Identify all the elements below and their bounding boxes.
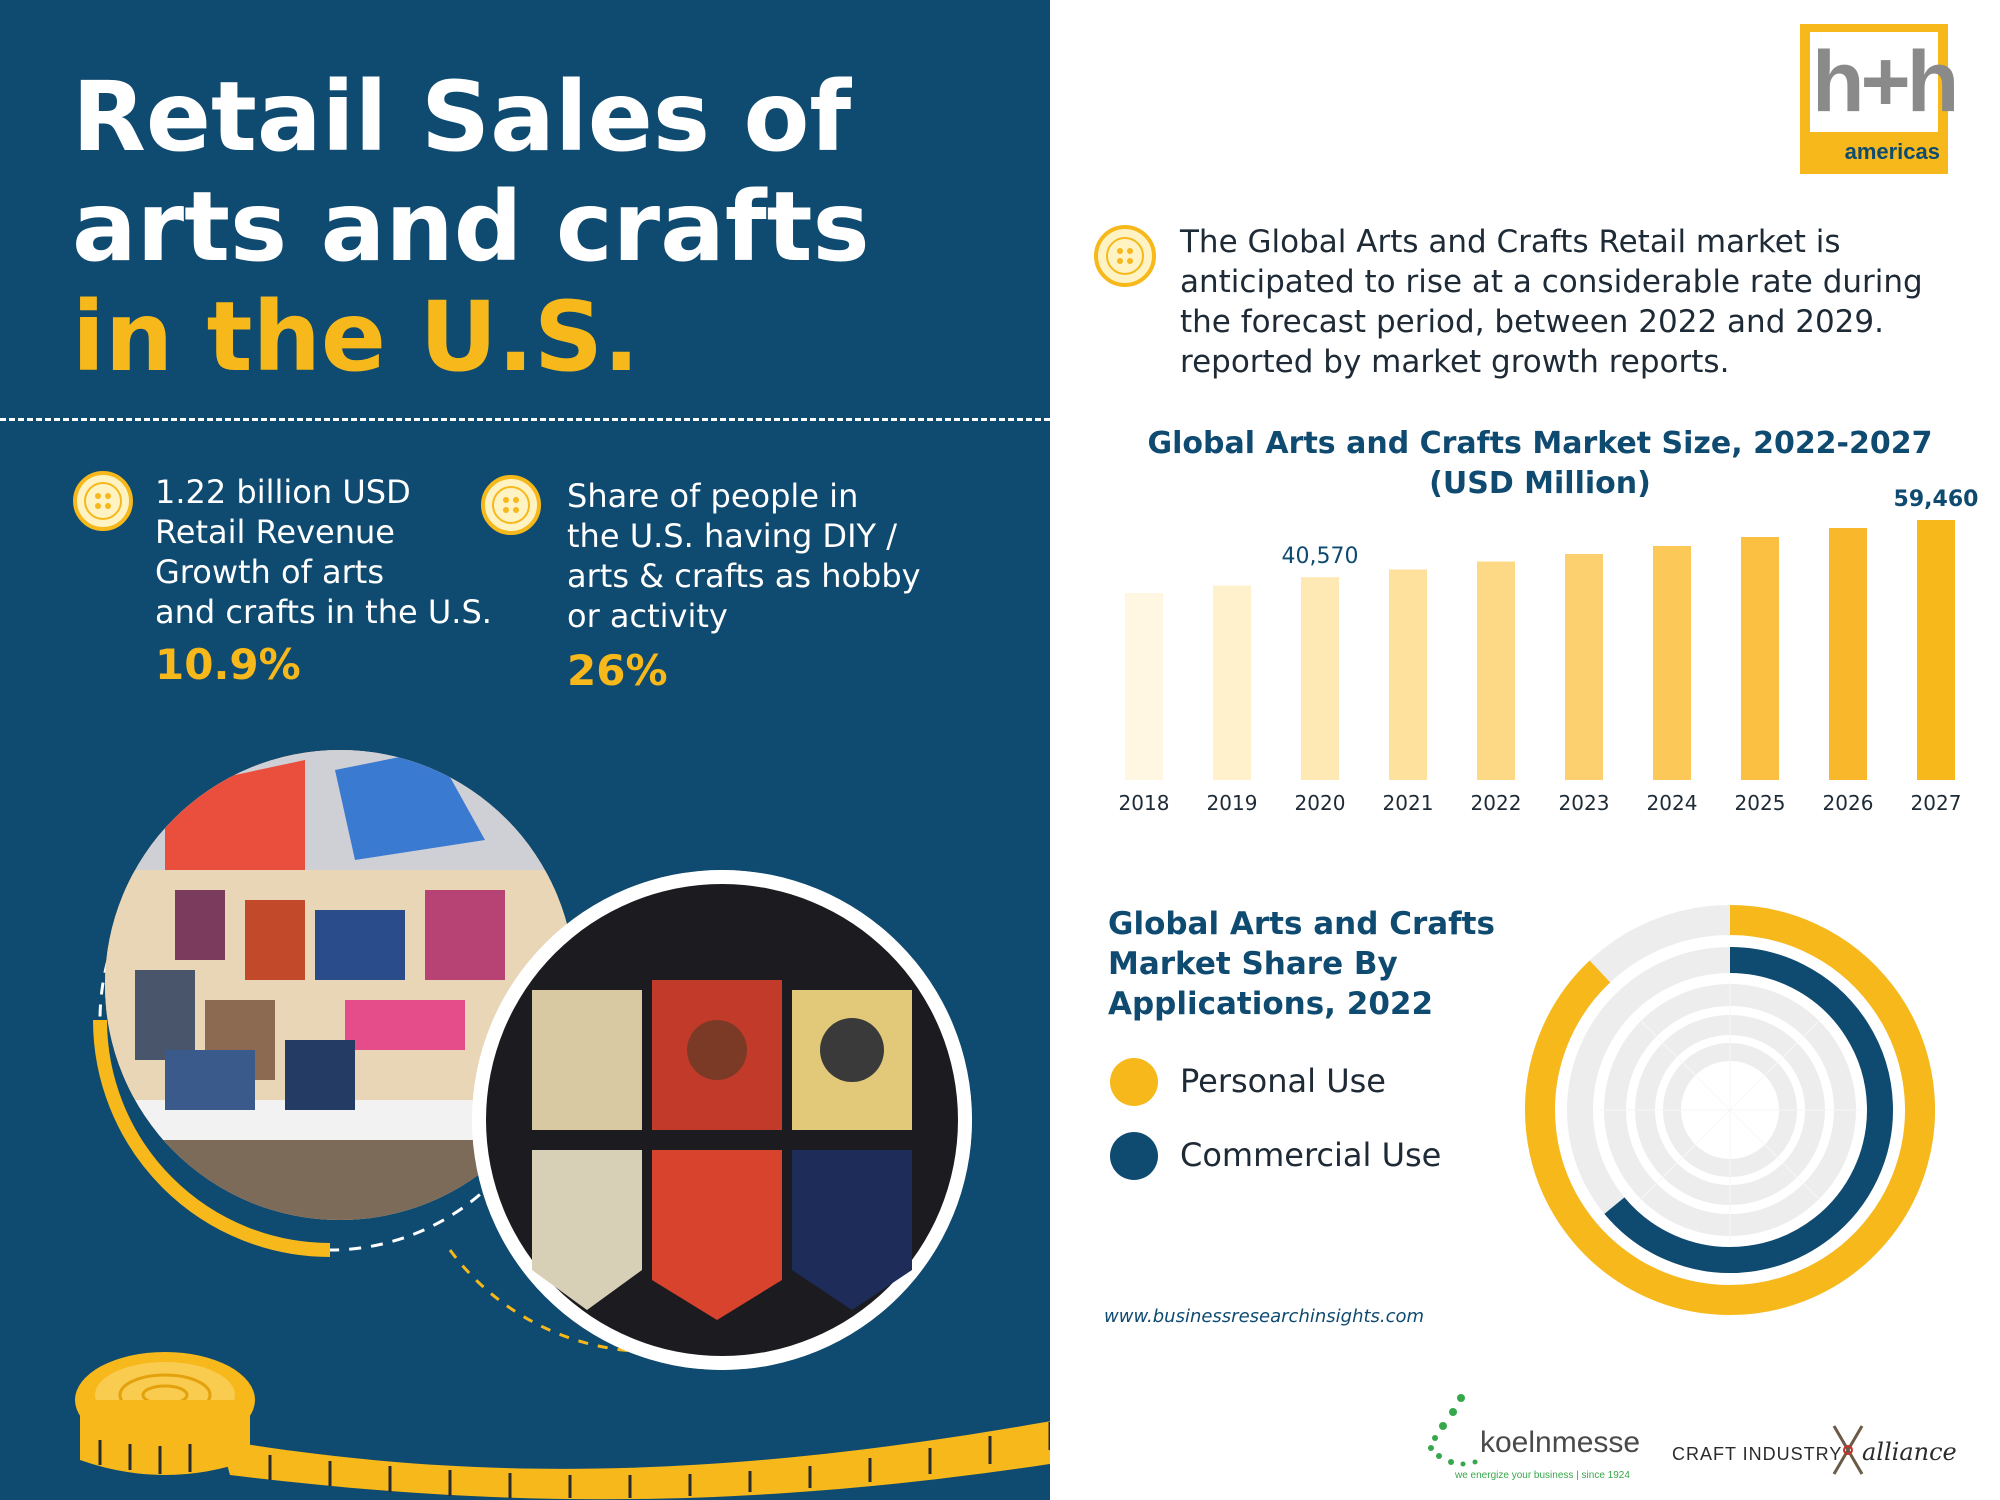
ring-spoke xyxy=(1729,1109,1823,1203)
x-tick-label: 2019 xyxy=(1207,791,1258,815)
button-icon xyxy=(1093,224,1157,288)
x-tick-label: 2023 xyxy=(1559,791,1610,815)
logo-sub: americas xyxy=(1844,139,1940,164)
x-tick-label: 2020 xyxy=(1295,791,1346,815)
stat-line: Growth of arts xyxy=(155,553,384,591)
bar-data-label: 59,460 xyxy=(1894,487,1979,512)
donut-title-line: Global Arts and Crafts xyxy=(1108,906,1495,942)
x-tick-label: 2026 xyxy=(1823,791,1874,815)
stat-line: or activity xyxy=(567,597,728,635)
bar-2019 xyxy=(1213,585,1251,780)
bar-chart-title: Global Arts and Crafts Market Size, 2022… xyxy=(1100,424,1980,504)
intro-line: the forecast period, between 2022 and 20… xyxy=(1180,304,1884,340)
dashed-divider xyxy=(0,418,1050,421)
ring-spoke xyxy=(1637,1017,1731,1111)
stat-hobby-label: Share of people in the U.S. having DIY /… xyxy=(567,476,947,636)
page-title-line1: Retail Sales of xyxy=(72,61,852,173)
intro-line: reported by market growth reports. xyxy=(1180,344,1730,380)
market-size-bar-chart: 2018 2019 2020 40,570 2021 2022 2023 2024 2025 20… xyxy=(1119,487,1979,815)
ring-commercial-use xyxy=(1604,947,1893,1273)
koelnmesse-dots-icon xyxy=(1428,1394,1478,1467)
bar-2022 xyxy=(1477,561,1515,780)
stat-line: 1.22 billion USD xyxy=(155,473,411,511)
ring-spoke xyxy=(1729,1017,1823,1111)
donut-title-line: Market Share By xyxy=(1108,946,1398,982)
button-icon xyxy=(480,474,542,536)
alliance-wordmark: alliance xyxy=(1862,1438,1957,1466)
x-tick-label: 2022 xyxy=(1471,791,1522,815)
x-tick-label: 2027 xyxy=(1911,791,1962,815)
stat-revenue-label: 1.22 billion USD Retail Revenue Growth o… xyxy=(155,472,535,632)
bar-data-label: 40,570 xyxy=(1282,544,1359,569)
bar-2018 xyxy=(1125,593,1163,780)
stat-line: Retail Revenue xyxy=(155,513,395,551)
x-tick-label: 2025 xyxy=(1735,791,1786,815)
stat-line: arts & crafts as hobby xyxy=(567,557,921,595)
legend-swatch-commercial xyxy=(1110,1132,1158,1180)
bar-2027 xyxy=(1917,520,1955,780)
ring-spoke xyxy=(1637,1109,1731,1203)
quilt-exhibit-photo xyxy=(472,870,972,1370)
x-tick-label: 2024 xyxy=(1647,791,1698,815)
bar-chart-title-line: (USD Million) xyxy=(1429,466,1651,501)
bar-2026 xyxy=(1829,528,1867,780)
craft-industry-alliance-logo: CRAFT INDUSTRY alliance xyxy=(1672,1420,1972,1480)
logo-brand: h+h xyxy=(1812,34,1959,130)
source-url[interactable]: www.businessresearchinsights.com xyxy=(1104,1306,1425,1327)
left-panel: Retail Sales of arts and crafts in the U… xyxy=(0,0,1318,1500)
stat-hobby-value: 26% xyxy=(567,646,668,695)
bar-2024 xyxy=(1653,546,1691,780)
market-share-ring-chart xyxy=(1525,905,1935,1315)
bar-2023 xyxy=(1565,554,1603,780)
x-tick-label: 2018 xyxy=(1119,791,1170,815)
page-title-line3: in the U.S. xyxy=(72,281,640,393)
stat-line: Share of people in xyxy=(567,477,859,515)
bar-chart-title-line: Global Arts and Crafts Market Size, 2022… xyxy=(1147,426,1933,461)
koelnmesse-logo: koelnmesse we energize your business | s… xyxy=(1425,1390,1655,1490)
logo-inner xyxy=(1810,32,1938,132)
legend-label-commercial: Commercial Use xyxy=(1180,1136,1442,1174)
button-icon xyxy=(72,470,134,532)
donut-chart-title: Global Arts and Crafts Market Share By A… xyxy=(1108,904,1528,1024)
page-title-line2: arts and crafts xyxy=(72,171,870,283)
intro-line: The Global Arts and Crafts Retail market… xyxy=(1180,224,1841,260)
stat-line: the U.S. having DIY / xyxy=(567,517,897,555)
stat-revenue-value: 10.9% xyxy=(155,640,301,689)
intro-line: anticipated to rise at a considerable ra… xyxy=(1180,264,1923,300)
legend-label-personal: Personal Use xyxy=(1180,1062,1386,1100)
craft-industry-wordmark: CRAFT INDUSTRY xyxy=(1672,1444,1843,1464)
legend-swatch-personal xyxy=(1110,1058,1158,1106)
hh-americas-logo: h+h americas xyxy=(1800,24,1959,174)
intro-paragraph: The Global Arts and Crafts Retail market… xyxy=(1180,222,1970,382)
ring-personal-use xyxy=(1525,905,1935,1315)
bar-2025 xyxy=(1741,537,1779,780)
crossed-needles-icon xyxy=(1832,1425,1864,1475)
koelnmesse-tagline: we energize your business | since 1924 xyxy=(1455,1470,1630,1481)
koelnmesse-wordmark: koelnmesse xyxy=(1480,1426,1641,1459)
stat-line: and crafts in the U.S. xyxy=(155,593,492,631)
bar-2020 xyxy=(1301,577,1339,780)
donut-title-line: Applications, 2022 xyxy=(1108,986,1434,1022)
x-tick-label: 2021 xyxy=(1383,791,1434,815)
bar-2021 xyxy=(1389,569,1427,780)
